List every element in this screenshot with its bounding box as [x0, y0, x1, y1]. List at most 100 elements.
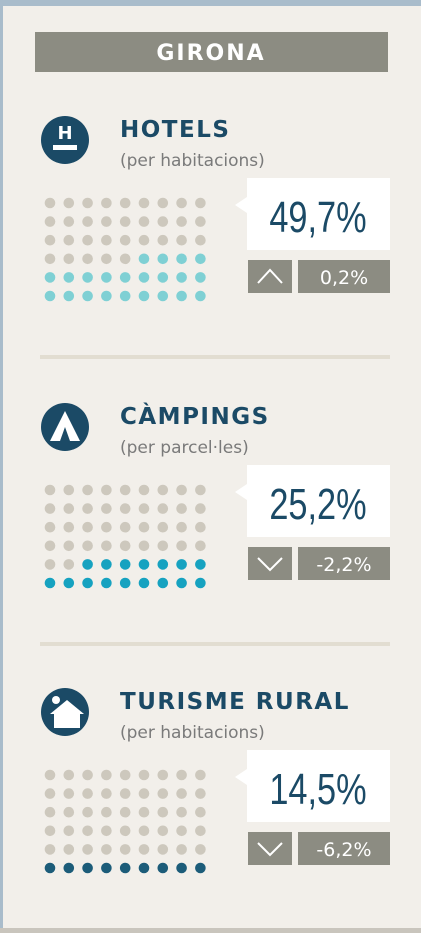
- dot: [101, 272, 112, 283]
- dot: [82, 521, 93, 533]
- dot: [157, 844, 169, 855]
- dot: [119, 521, 131, 533]
- dot: [176, 503, 187, 514]
- section-subtitle: (per habitacions): [120, 723, 265, 743]
- dot: [119, 503, 131, 514]
- dot: [101, 806, 112, 818]
- dot: [82, 844, 93, 855]
- dot: [195, 521, 206, 533]
- dot: [119, 769, 131, 781]
- dot: [101, 862, 112, 874]
- value: 25,2%: [269, 480, 366, 529]
- dot: [176, 806, 187, 818]
- icon-glyph: [60, 427, 70, 441]
- dot: [119, 272, 131, 283]
- dot: [176, 844, 187, 855]
- dot: [195, 197, 206, 209]
- dot: [44, 559, 56, 570]
- dot: [138, 521, 150, 533]
- value-box: [235, 750, 390, 822]
- value: 49,7%: [269, 193, 366, 242]
- dot: [195, 806, 206, 818]
- section-title: TURISME RURAL: [120, 689, 350, 715]
- dot: [138, 825, 150, 837]
- dot: [119, 577, 131, 589]
- trend-box: [248, 260, 292, 293]
- header-bar: [35, 32, 388, 72]
- section-subtitle: (per parcel·les): [120, 438, 249, 458]
- dot: [176, 216, 187, 227]
- dot: [44, 540, 56, 552]
- dot: [82, 577, 93, 589]
- dot: [44, 234, 56, 246]
- dot: [63, 540, 75, 552]
- dot: [119, 290, 131, 302]
- dot: [195, 503, 206, 514]
- dot: [119, 825, 131, 837]
- dot: [176, 197, 187, 209]
- dot: [101, 234, 112, 246]
- trend-chevron: [257, 842, 283, 857]
- dot: [195, 825, 206, 837]
- dot: [101, 290, 112, 302]
- dot: [119, 234, 131, 246]
- dot: [63, 521, 75, 533]
- dot: [82, 484, 93, 496]
- change-box: [298, 832, 390, 865]
- dot: [157, 253, 169, 265]
- dot: [82, 825, 93, 837]
- header-title: GIRONA: [156, 41, 265, 66]
- trend-box: [248, 832, 292, 865]
- dot: [119, 216, 131, 227]
- dot: [138, 788, 150, 799]
- separator: [40, 642, 390, 646]
- dot: [138, 862, 150, 874]
- dot: [82, 769, 93, 781]
- dot: [176, 559, 187, 570]
- dot: [157, 788, 169, 799]
- dot: [63, 844, 75, 855]
- dot: [138, 197, 150, 209]
- value: 14,5%: [269, 765, 366, 814]
- dot: [157, 806, 169, 818]
- top-border: [0, 0, 421, 6]
- dot: [82, 806, 93, 818]
- dot: [176, 290, 187, 302]
- change: 0,2%: [320, 267, 368, 289]
- trend-box: [248, 547, 292, 580]
- dot: [157, 825, 169, 837]
- dot: [101, 521, 112, 533]
- dot: [63, 197, 75, 209]
- icon-glyph: [50, 411, 80, 441]
- dot: [119, 253, 131, 265]
- dot: [82, 788, 93, 799]
- dot: [138, 234, 150, 246]
- dot: [82, 290, 93, 302]
- dot: [82, 862, 93, 874]
- dot: [138, 272, 150, 283]
- dot: [44, 503, 56, 514]
- dot: [44, 844, 56, 855]
- dot: [82, 234, 93, 246]
- section-icon: [41, 116, 89, 164]
- dot: [176, 825, 187, 837]
- dot: [157, 559, 169, 570]
- icon-glyph: [53, 145, 77, 150]
- dot: [195, 253, 206, 265]
- dot: [157, 290, 169, 302]
- dot: [138, 503, 150, 514]
- dot: [138, 559, 150, 570]
- icon-glyph: H: [57, 123, 72, 144]
- separator: [40, 355, 390, 359]
- dot: [157, 503, 169, 514]
- dot: [157, 272, 169, 283]
- dot: [157, 197, 169, 209]
- dot: [63, 806, 75, 818]
- dot: [195, 788, 206, 799]
- dot: [195, 577, 206, 589]
- value-box: [235, 178, 390, 250]
- dot: [119, 559, 131, 570]
- dot: [176, 540, 187, 552]
- dot: [63, 503, 75, 514]
